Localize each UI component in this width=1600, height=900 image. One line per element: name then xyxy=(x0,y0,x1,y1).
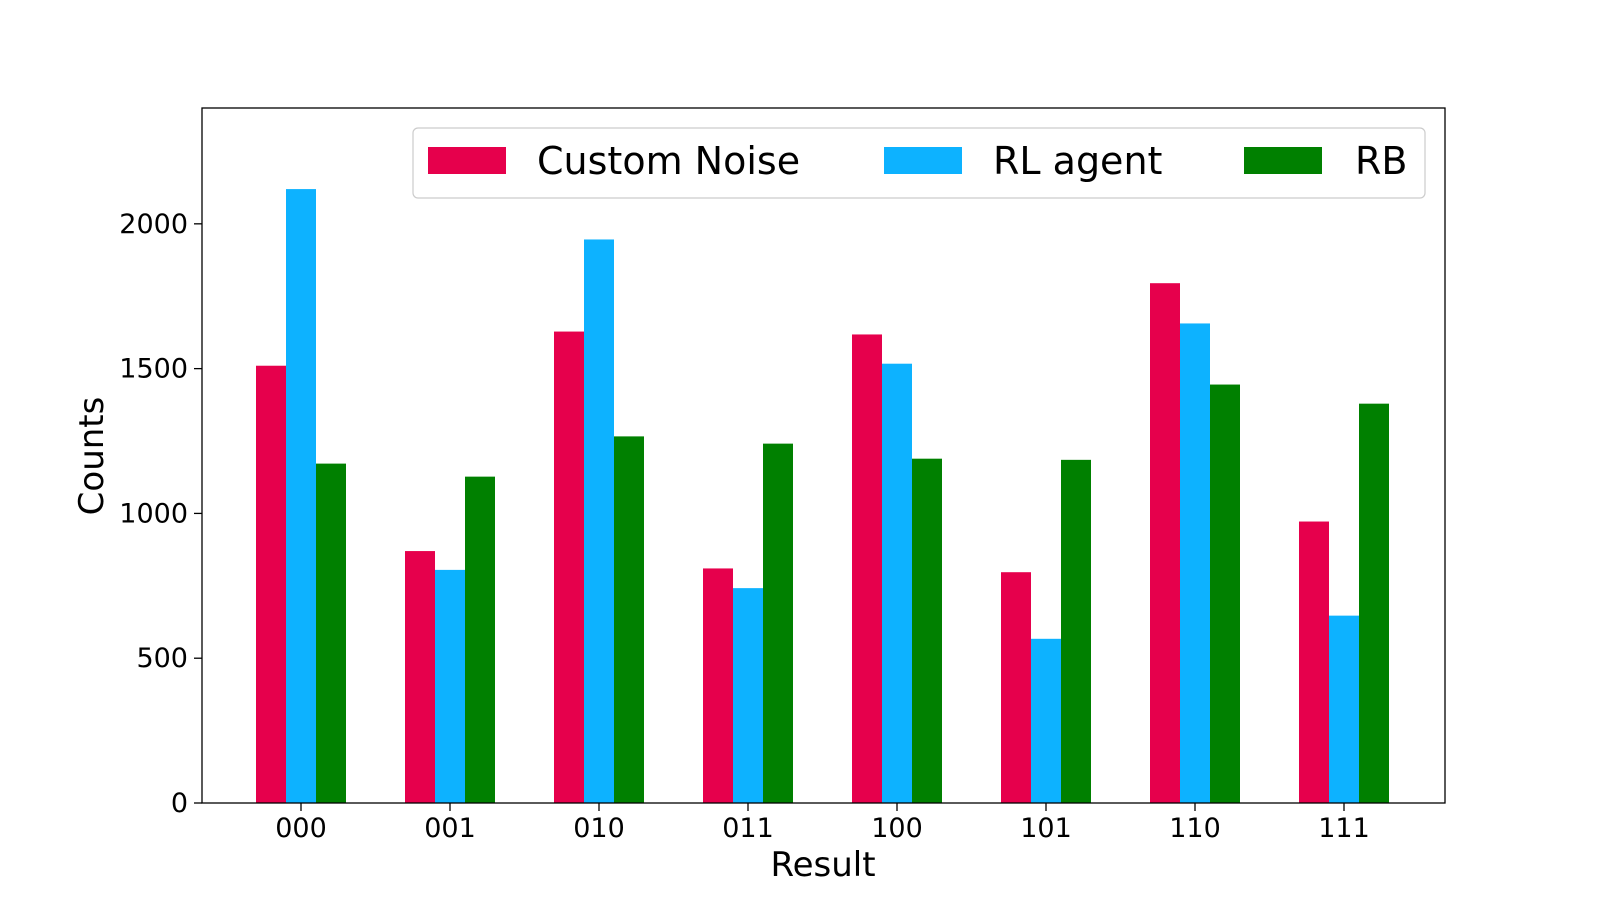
plot-frame xyxy=(201,107,1446,804)
x-tick-label: 011 xyxy=(722,813,774,844)
x-axis-title: Result xyxy=(770,845,875,885)
bar-custom-noise-100 xyxy=(852,334,882,803)
bar-rb-001 xyxy=(465,476,495,803)
bar-rb-110 xyxy=(1210,384,1240,803)
bar-rb-101 xyxy=(1061,459,1091,803)
legend-label-rb: RB xyxy=(1355,139,1407,183)
bar-rb-010 xyxy=(614,436,644,803)
x-tick-label: 000 xyxy=(275,813,327,844)
bar-custom-noise-110 xyxy=(1150,283,1180,804)
bar-custom-noise-010 xyxy=(554,331,584,803)
legend-swatch-custom-noise xyxy=(428,147,506,174)
bar-custom-noise-011 xyxy=(703,568,733,803)
legend-swatch-rb xyxy=(1244,147,1322,174)
bar-rb-011 xyxy=(763,443,793,803)
bar-custom-noise-001 xyxy=(405,551,435,803)
bar-rl-agent-011 xyxy=(733,588,763,803)
bar-rl-agent-000 xyxy=(286,189,316,804)
bar-rb-000 xyxy=(316,463,346,803)
x-tick-label: 001 xyxy=(424,813,476,844)
bar-rb-111 xyxy=(1359,403,1389,803)
bar-rl-agent-110 xyxy=(1180,323,1210,803)
bar-rl-agent-100 xyxy=(882,363,912,803)
y-axis: 0 500 1000 1500 2000 xyxy=(119,209,202,819)
y-axis-title: Counts xyxy=(72,397,112,516)
legend: Custom Noise RL agent RB xyxy=(412,127,1426,199)
x-tick-label: 101 xyxy=(1020,813,1072,844)
legend-label-custom-noise: Custom Noise xyxy=(537,139,800,183)
bar-rl-agent-010 xyxy=(584,239,614,804)
y-tick-label: 1000 xyxy=(119,498,188,529)
y-tick-label: 2000 xyxy=(119,209,188,240)
legend-label-rl-agent: RL agent xyxy=(993,139,1162,183)
x-tick-label: 110 xyxy=(1169,813,1221,844)
bar-custom-noise-000 xyxy=(256,365,286,803)
x-axis: 000 001 010 011 100 101 110 111 xyxy=(275,803,1370,844)
y-tick-label: 1500 xyxy=(119,354,188,385)
bar-custom-noise-111 xyxy=(1299,521,1329,803)
bar-custom-noise-101 xyxy=(1001,572,1031,803)
bar-rb-100 xyxy=(912,458,942,803)
bar-rl-agent-001 xyxy=(435,569,465,803)
x-tick-label: 100 xyxy=(871,813,923,844)
bar-rl-agent-111 xyxy=(1329,615,1359,803)
y-tick-label: 0 xyxy=(171,788,188,819)
bars-group xyxy=(256,189,1389,804)
legend-swatch-rl-agent xyxy=(884,147,962,174)
bar-rl-agent-101 xyxy=(1031,638,1061,803)
x-tick-label: 111 xyxy=(1318,813,1370,844)
y-tick-label: 500 xyxy=(136,643,188,674)
x-tick-label: 010 xyxy=(573,813,625,844)
